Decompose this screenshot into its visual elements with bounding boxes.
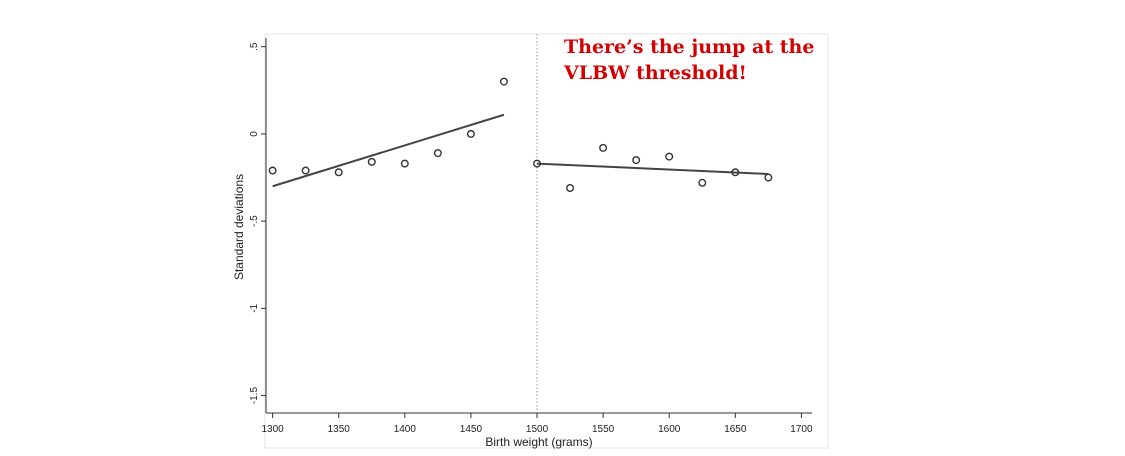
y-tick-label: -.5 [249,215,260,227]
data-point-right [665,152,674,161]
y-tick-label: -1 [249,303,260,312]
x-tick-label: 1600 [658,424,681,435]
x-tick-label: 1400 [394,424,417,435]
y-tick-label: 0 [249,131,260,137]
data-point-left [334,168,343,177]
y-axis-title: Standard deviations [232,174,246,280]
annotation-line-2: VLBW threshold! [563,62,747,84]
data-point-right [731,168,740,177]
fit-line-right [536,162,769,176]
data-point-right [566,183,575,192]
data-point-left [466,129,475,138]
data-point-left [433,149,442,158]
fit-line-left [272,113,505,188]
data-point-right [632,156,641,165]
data-point-left [367,157,376,166]
y-tick-label: -1.5 [249,387,260,405]
x-tick-label: 1550 [592,424,615,435]
data-point-left [400,159,409,168]
data-point-right [599,143,608,152]
data-point-left [301,166,310,175]
x-tick-label: 1350 [328,424,351,435]
x-tick-label: 1700 [790,424,813,435]
x-tick-label: 1500 [526,424,549,435]
data-point-left [499,77,508,86]
x-tick-label: 1300 [261,424,284,435]
data-point-right [698,178,707,187]
data-point-right [533,159,542,168]
plot-frame [264,33,829,449]
annotation-line-1: There’s the jump at the [564,36,814,58]
x-tick-label: 1650 [724,424,747,435]
x-axis-title: Birth weight (grams) [485,435,592,449]
y-tick-label: .5 [249,42,260,51]
x-tick-label: 1450 [460,424,483,435]
data-point-left [268,166,277,175]
data-point-right [764,173,773,182]
